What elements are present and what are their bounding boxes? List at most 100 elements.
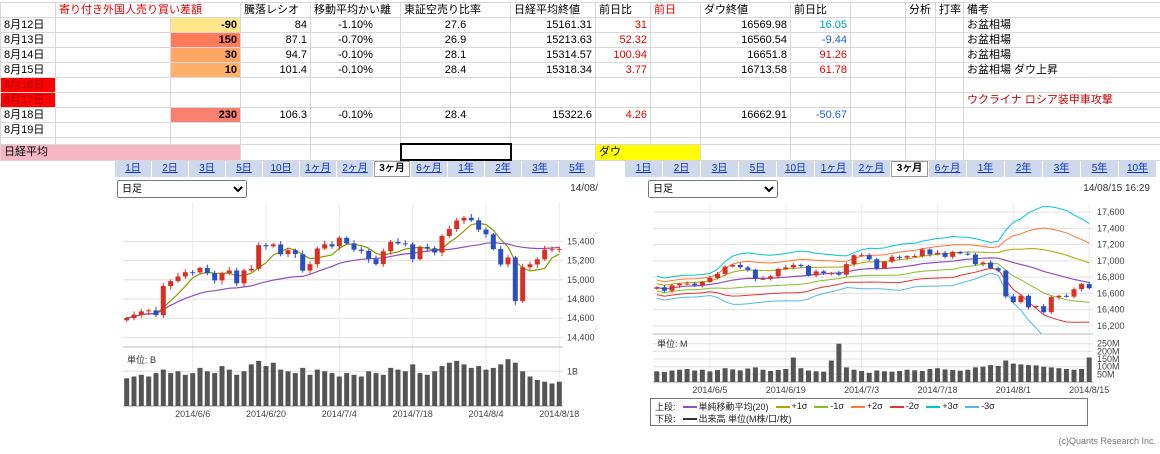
cell-dow-close (700, 77, 791, 93)
svg-text:14,800: 14,800 (567, 294, 595, 304)
period-tab-8[interactable]: 6ヶ月 (929, 161, 966, 177)
dow-bollinger-chart: 17,600 17,400 17,200 17,000 16,800 16,600 16,4… (653, 204, 1125, 395)
cell-date: 8月19日 (0, 122, 56, 138)
period-tab-5[interactable]: 1ヶ月 (300, 161, 336, 177)
cell-nikkei-chg: 3.77 (595, 62, 651, 78)
table-row: 8月13日 150 87.1 -0.70% 26.9 15213.63 52.32 16560… (0, 32, 1160, 48)
table-row: 8月15日 10 101.4 -0.10% 28.4 15318.34 3.77 16713.… (0, 62, 1160, 78)
period-tab-4[interactable]: 10日 (263, 161, 299, 177)
period-tab-1[interactable]: 2日 (152, 161, 188, 177)
legend-upper: 上段: 単純移動平均(20) +1σ -1σ +2σ -2σ +3σ -3σ (655, 401, 995, 412)
period-tab-10[interactable]: 2年 (485, 161, 521, 177)
cell-dow-chg: 91.26 (790, 47, 851, 63)
period-tab-2[interactable]: 3日 (701, 161, 738, 177)
period-tab-6[interactable]: 2ヶ月 (853, 161, 890, 177)
dow-chart-type-select[interactable]: 日足 (648, 180, 778, 198)
period-tab-5[interactable]: 1ヶ月 (815, 161, 852, 177)
col-header-ratio: 騰落レシオ (240, 2, 311, 18)
col-header-ma-dev: 移動平均かい離 (310, 2, 401, 18)
cell-short-ratio: 26.9 (400, 32, 511, 48)
cell-dow-chg: -9.44 (790, 32, 851, 48)
svg-text:15,400: 15,400 (567, 236, 595, 246)
period-tab-2[interactable]: 3日 (189, 161, 225, 177)
period-tab-9[interactable]: 1年 (448, 161, 484, 177)
cell-ratio: 106.3 (240, 107, 311, 123)
period-tab-11[interactable]: 3年 (1043, 161, 1080, 177)
table-row: 8月18日 230 106.3 -0.10% 28.4 15322.6 4.26 16662.… (0, 107, 1160, 123)
legend-lower: 下段: 出来高 単位(M株/口/枚) (655, 413, 792, 424)
cell-note: お盆相場 ダウ上昇 (963, 62, 1160, 78)
cell-dow-close (700, 92, 791, 108)
svg-text:2014/6/20: 2014/6/20 (246, 409, 286, 419)
cell-ma-dev: -0.10% (310, 47, 401, 63)
cell-dow-close: 16569.98 (700, 17, 791, 33)
cell-date: 8月18日 (0, 107, 56, 123)
period-tab-12[interactable]: 5年 (1081, 161, 1118, 177)
svg-text:100M: 100M (1097, 362, 1120, 372)
col-header-date (0, 2, 56, 18)
cell-ratio: 84 (240, 17, 311, 33)
period-tab-7[interactable]: 3ヶ月 (374, 161, 410, 177)
period-tab-0[interactable]: 1日 (115, 161, 151, 177)
cell-nikkei-close (510, 92, 596, 108)
cell-note (963, 107, 1160, 123)
col-header-prev: 前日 (650, 2, 701, 18)
nikkei-chart-type-select[interactable]: 日足 (117, 180, 247, 198)
cell-ratio (240, 92, 311, 108)
cell-ma-dev (310, 77, 401, 93)
period-tab-12[interactable]: 5年 (559, 161, 595, 177)
cell-date: 8月16日 (0, 77, 56, 93)
svg-text:2014/8/1: 2014/8/1 (996, 385, 1031, 395)
cell-note: ウクライナ ロシア装甲車攻撃 (963, 92, 1160, 108)
period-tab-13[interactable]: 10年 (1119, 161, 1156, 177)
cell-dow-chg (790, 92, 851, 108)
cell-foreign-diff: -90 (170, 17, 241, 33)
svg-text:250M: 250M (1097, 339, 1120, 349)
cell-short-ratio (400, 122, 511, 138)
cell-ratio: 87.1 (240, 32, 311, 48)
cell-dow-close: 16662.91 (700, 107, 791, 123)
svg-text:50M: 50M (1097, 369, 1115, 379)
period-tab-8[interactable]: 6ヶ月 (411, 161, 447, 177)
cell-date: 8月15日 (0, 62, 56, 78)
cell-nikkei-close (510, 122, 596, 138)
selected-cell[interactable] (399, 143, 512, 161)
cell-nikkei-close: 15213.63 (510, 32, 596, 48)
cell-short-ratio: 27.6 (400, 17, 511, 33)
svg-text:2014/8/15: 2014/8/15 (1069, 385, 1109, 395)
cell-nikkei-chg: 4.26 (595, 107, 651, 123)
nikkei-label: 日経平均 (0, 143, 241, 161)
table-row: 8月17日 ウクライナ ロシア装甲車攻撃 (0, 92, 1160, 108)
cell-foreign-diff: 30 (170, 47, 241, 63)
svg-text:17,600: 17,600 (1097, 207, 1125, 217)
cell-nikkei-chg: 100.94 (595, 47, 651, 63)
cell-short-ratio: 28.4 (400, 107, 511, 123)
cell-dow-chg: -50.67 (790, 107, 851, 123)
svg-text:2014/7/18: 2014/7/18 (917, 385, 957, 395)
period-tab-7[interactable]: 3ヶ月 (891, 161, 928, 177)
cell-ma-dev: -0.10% (310, 62, 401, 78)
svg-text:2014/6/6: 2014/6/6 (175, 409, 210, 419)
period-tab-0[interactable]: 1日 (625, 161, 662, 177)
period-tab-1[interactable]: 2日 (663, 161, 700, 177)
period-tab-10[interactable]: 2年 (1005, 161, 1042, 177)
nikkei-chart-timestamp: 14/08/ (570, 183, 598, 194)
period-tab-9[interactable]: 1年 (967, 161, 1004, 177)
period-tab-3[interactable]: 5日 (226, 161, 262, 177)
period-tab-11[interactable]: 3年 (522, 161, 558, 177)
cell-short-ratio: 28.4 (400, 62, 511, 78)
period-tab-4[interactable]: 10日 (777, 161, 814, 177)
col-header-batting: 打率 (935, 2, 964, 18)
svg-text:15,000: 15,000 (567, 275, 595, 285)
svg-text:14,400: 14,400 (567, 332, 595, 342)
col-header-dow-close: ダウ終値 (700, 2, 791, 18)
cell-nikkei-close: 15318.34 (510, 62, 596, 78)
svg-text:17,200: 17,200 (1097, 240, 1125, 250)
svg-text:200M: 200M (1097, 346, 1120, 356)
svg-text:14,600: 14,600 (567, 313, 595, 323)
period-tab-3[interactable]: 5日 (739, 161, 776, 177)
period-tab-6[interactable]: 2ヶ月 (337, 161, 373, 177)
cell-nikkei-close: 15161.31 (510, 17, 596, 33)
cell-foreign-diff: 150 (170, 32, 241, 48)
